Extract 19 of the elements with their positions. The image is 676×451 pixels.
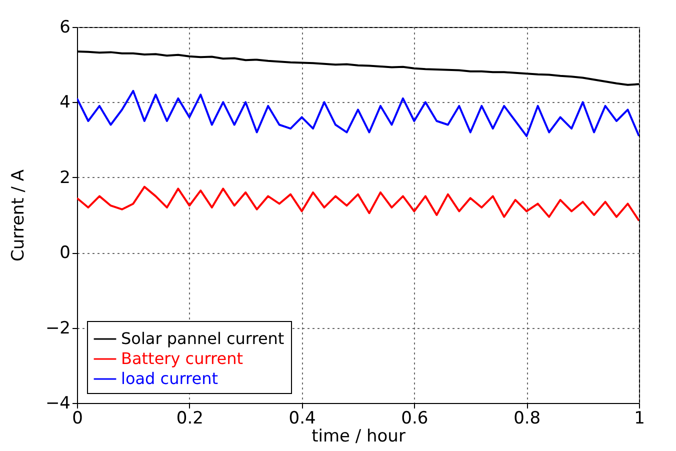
x-tick-label: 0 — [72, 408, 83, 428]
x-axis-title: time / hour — [312, 426, 406, 446]
legend-label: Battery current — [121, 349, 244, 368]
y-tick-label: −2 — [45, 318, 70, 338]
y-tick-label: 0 — [60, 243, 70, 264]
y-tick-label: 2 — [60, 168, 70, 188]
y-tick-label: 4 — [60, 92, 70, 113]
y-axis-title: Current / A — [8, 169, 28, 262]
line-series — [77, 90, 639, 138]
x-tick-label: 0.6 — [401, 408, 428, 428]
x-tick-label: 1 — [634, 408, 645, 428]
line-series — [77, 186, 639, 222]
y-tick-label: 6 — [60, 18, 70, 38]
y-tick-label: −4 — [45, 394, 70, 414]
x-tick-label: 0.2 — [176, 408, 204, 428]
x-tick-label: 0.8 — [514, 408, 541, 428]
x-tick-label: 0.4 — [288, 408, 316, 428]
legend-label: Solar pannel current — [121, 329, 284, 348]
legend-label: load current — [121, 369, 218, 388]
